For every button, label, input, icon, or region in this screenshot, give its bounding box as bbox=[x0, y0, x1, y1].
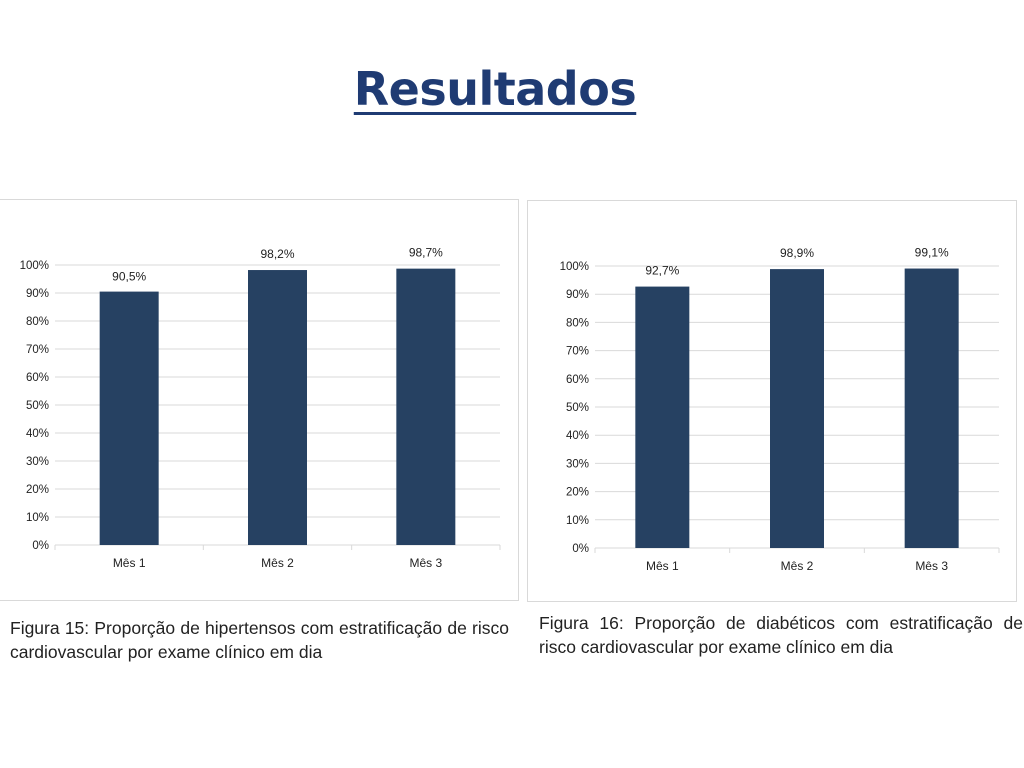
y-tick-label: 60% bbox=[26, 372, 49, 384]
category-label: Mês 1 bbox=[113, 556, 146, 570]
category-label: Mês 2 bbox=[261, 556, 294, 570]
y-tick-label: 60% bbox=[566, 374, 589, 386]
y-tick-label: 50% bbox=[26, 400, 49, 412]
data-label: 92,7% bbox=[645, 264, 679, 278]
bar-1 bbox=[99, 291, 159, 545]
y-tick-label: 20% bbox=[26, 484, 49, 496]
y-tick-label: 40% bbox=[566, 430, 589, 442]
y-tick-label: 70% bbox=[26, 344, 49, 356]
category-label: Mês 1 bbox=[646, 559, 679, 573]
bar-1 bbox=[635, 286, 690, 548]
slide-title: Resultados bbox=[353, 62, 637, 116]
category-label: Mês 3 bbox=[409, 556, 442, 570]
figure-16-caption: Figura 16: Proporção de diabéticos com e… bbox=[539, 613, 1023, 657]
bar-2 bbox=[248, 270, 307, 545]
data-label: 98,9% bbox=[780, 246, 814, 260]
y-tick-label: 90% bbox=[26, 288, 49, 300]
data-label: 90,5% bbox=[112, 270, 146, 284]
y-tick-label: 100% bbox=[560, 261, 589, 273]
y-tick-label: 10% bbox=[566, 515, 589, 527]
y-tick-label: 0% bbox=[32, 540, 49, 552]
y-tick-label: 50% bbox=[566, 402, 589, 414]
y-tick-label: 10% bbox=[26, 512, 49, 524]
bar-chart-hipertensos: 0% 10% 20% 30% 40% 50% 60% 70% 80% 90% 100% 90,5% Mê… bbox=[20, 246, 501, 570]
y-tick-label: 20% bbox=[566, 487, 589, 499]
y-tick-label: 70% bbox=[566, 346, 589, 358]
data-label: 98,2% bbox=[260, 247, 294, 261]
y-tick-label: 90% bbox=[566, 289, 589, 301]
y-tick-label: 30% bbox=[566, 458, 589, 470]
y-tick-label: 100% bbox=[20, 260, 49, 272]
bar-3 bbox=[396, 268, 456, 545]
y-tick-label: 30% bbox=[26, 456, 49, 468]
bar-3 bbox=[904, 268, 959, 548]
category-label: Mês 3 bbox=[915, 559, 948, 573]
chart-diabeticos: 0% 10% 20% 30% 40% 50% 60% 70% 80% 90% 100% 92,7% Mê… bbox=[527, 200, 1017, 602]
y-tick-label: 0% bbox=[572, 543, 589, 555]
bar-2 bbox=[770, 269, 824, 548]
data-label: 98,7% bbox=[409, 246, 443, 260]
y-tick-label: 80% bbox=[566, 317, 589, 329]
y-tick-label: 40% bbox=[26, 428, 49, 440]
bar-chart-diabeticos: 0% 10% 20% 30% 40% 50% 60% 70% 80% 90% 100% 92,7% Mê… bbox=[560, 246, 1000, 573]
category-label: Mês 2 bbox=[781, 559, 814, 573]
data-label: 99,1% bbox=[915, 246, 949, 260]
y-tick-label: 80% bbox=[26, 316, 49, 328]
figure-15-caption: Figura 15: Proporção de hipertensos com … bbox=[10, 618, 509, 662]
chart-hipertensos: 0% 10% 20% 30% 40% 50% 60% 70% 80% 90% 100% 90,5% Mê… bbox=[0, 199, 519, 601]
